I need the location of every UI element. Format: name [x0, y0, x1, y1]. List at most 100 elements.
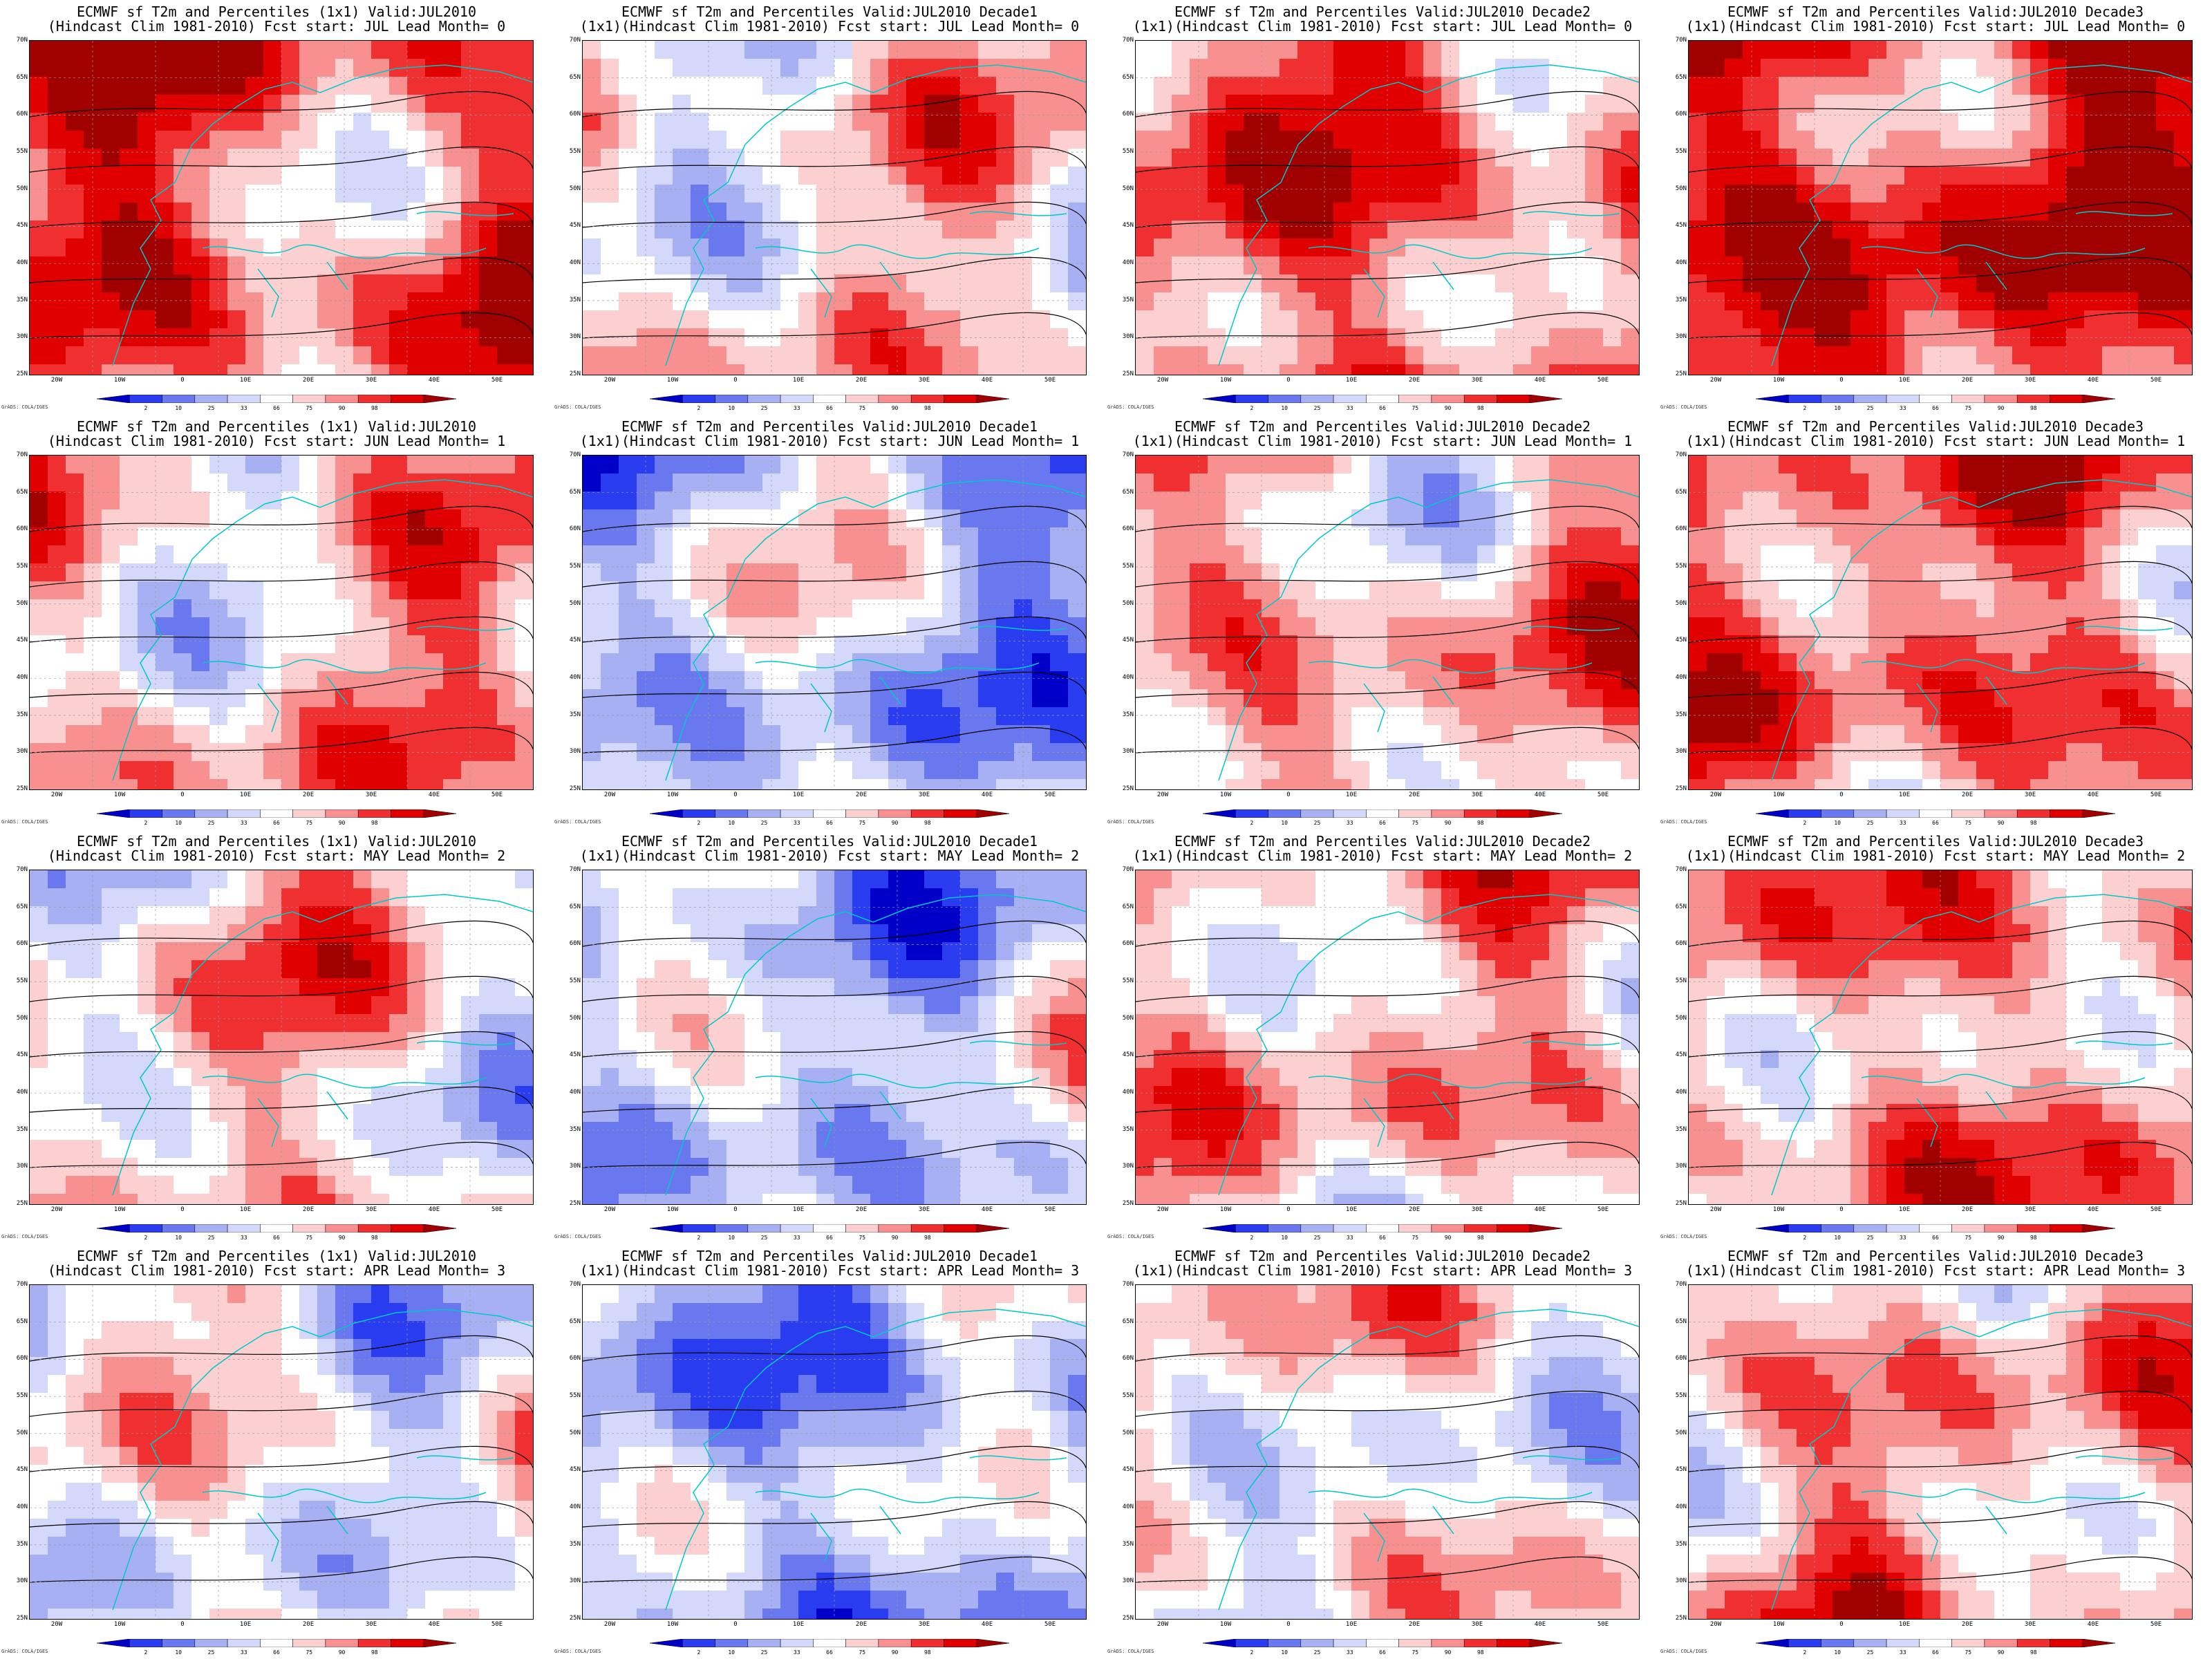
shade-cell — [601, 707, 619, 726]
colorbar-swatch — [747, 809, 781, 818]
shade-cell — [1459, 77, 1478, 95]
shade-cell — [1136, 77, 1154, 95]
shade-cell — [191, 978, 210, 997]
shade-cell — [834, 635, 853, 654]
shade-cell — [1050, 725, 1069, 744]
shade-cell — [2138, 95, 2157, 113]
shade-cell — [1172, 581, 1190, 600]
shade-cell — [1351, 707, 1370, 726]
shade-cell — [1280, 689, 1298, 708]
shade-cell — [1351, 185, 1370, 203]
shade-cell — [1922, 346, 1941, 365]
shade-cell — [1154, 653, 1172, 672]
latitude-label: 60N — [569, 525, 581, 533]
shade-cell — [1797, 113, 1815, 131]
shade-cell — [1369, 563, 1388, 582]
shade-cell — [1333, 689, 1352, 708]
shade-cell — [1531, 581, 1550, 600]
shade-cell — [2048, 346, 2067, 365]
shade-cell — [2012, 41, 2031, 59]
shade-cell — [2138, 671, 2157, 690]
shade-cell — [2174, 635, 2192, 654]
shade-cell — [1603, 77, 1622, 95]
shade-cell — [1621, 41, 1639, 59]
shade-cell — [2120, 167, 2139, 185]
shade-cell — [389, 563, 408, 582]
shade-cell — [942, 149, 961, 167]
shade-cell — [1369, 292, 1388, 311]
shade-cell — [1154, 671, 1172, 690]
shade-cell — [1743, 456, 1761, 474]
shade-cell — [655, 274, 673, 293]
longitude-label: 30E — [1471, 377, 1483, 384]
shade-cell — [1050, 364, 1069, 375]
shade-cell — [727, 59, 745, 77]
colorbar-swatch — [1821, 395, 1855, 403]
shade-cell — [888, 527, 907, 546]
isotherm-contour — [583, 312, 1086, 339]
shade-cell — [691, 761, 709, 780]
shade-cell — [245, 185, 264, 203]
shade-cell — [1280, 113, 1298, 131]
shade-cell — [1369, 545, 1388, 564]
shade-cell — [66, 1068, 84, 1087]
shade-cell — [1621, 59, 1639, 77]
shade-cell — [1032, 185, 1051, 203]
shade-cell — [691, 671, 709, 690]
shade-cell — [798, 671, 817, 690]
shade-cell — [1208, 95, 1226, 113]
shade-cell — [1815, 95, 1833, 113]
shade-cell — [870, 635, 889, 654]
isotherm-contour — [583, 201, 1086, 228]
shade-cell — [744, 203, 763, 221]
shade-cell — [102, 310, 120, 329]
shade-cell — [942, 725, 961, 744]
colorbar-swatch — [1463, 809, 1497, 818]
shade-cell — [637, 581, 655, 600]
panel-title: ECMWF sf T2m and Percentiles Valid:JUL20… — [621, 3, 1038, 20]
shade-cell — [30, 256, 48, 275]
shade-cell — [281, 581, 300, 600]
shade-cell — [102, 635, 120, 654]
shade-cell — [655, 617, 673, 636]
shade-cell — [1387, 238, 1406, 257]
shade-cell — [156, 274, 174, 293]
shade-cell — [637, 77, 655, 95]
shade-cell — [1369, 167, 1388, 185]
shade-cell — [1531, 545, 1550, 564]
shade-cell — [1154, 274, 1172, 293]
shade-cell — [1743, 256, 1761, 275]
shade-cell — [281, 671, 300, 690]
shade-cell — [245, 59, 264, 77]
shade-cell — [156, 149, 174, 167]
shade-cell — [371, 456, 390, 474]
shade-cell — [2012, 77, 2031, 95]
shade-cell — [852, 456, 871, 474]
shade-cell — [619, 474, 637, 492]
shade-cell — [1707, 113, 1725, 131]
panel-subtitle: (1x1)(Hindcast Clim 1981-2010) Fcst star… — [579, 18, 1080, 35]
shade-cell — [263, 238, 282, 257]
shade-cell — [1904, 635, 1923, 654]
colorbar-swatch — [162, 395, 196, 403]
shade-cell — [30, 545, 48, 564]
isotherm-contour — [30, 146, 533, 173]
shade-cell — [1797, 635, 1815, 654]
shade-cell — [1477, 167, 1496, 185]
shade-cell — [120, 274, 138, 293]
shade-cell — [2012, 310, 2031, 329]
shade-cell — [1068, 671, 1086, 690]
shade-cell — [479, 41, 498, 59]
shade-cell — [245, 635, 264, 654]
shade-cell — [1585, 779, 1604, 789]
shade-cell — [709, 779, 727, 789]
shade-cell — [1707, 149, 1725, 167]
shade-cell — [102, 149, 120, 167]
shade-cell — [138, 1176, 156, 1194]
shade-cell — [2012, 599, 2031, 618]
shade-cell — [1886, 221, 1905, 239]
shade-cell — [497, 653, 516, 672]
shade-cell — [2174, 707, 2192, 726]
shade-cell — [978, 491, 997, 510]
shade-cell — [335, 167, 354, 185]
